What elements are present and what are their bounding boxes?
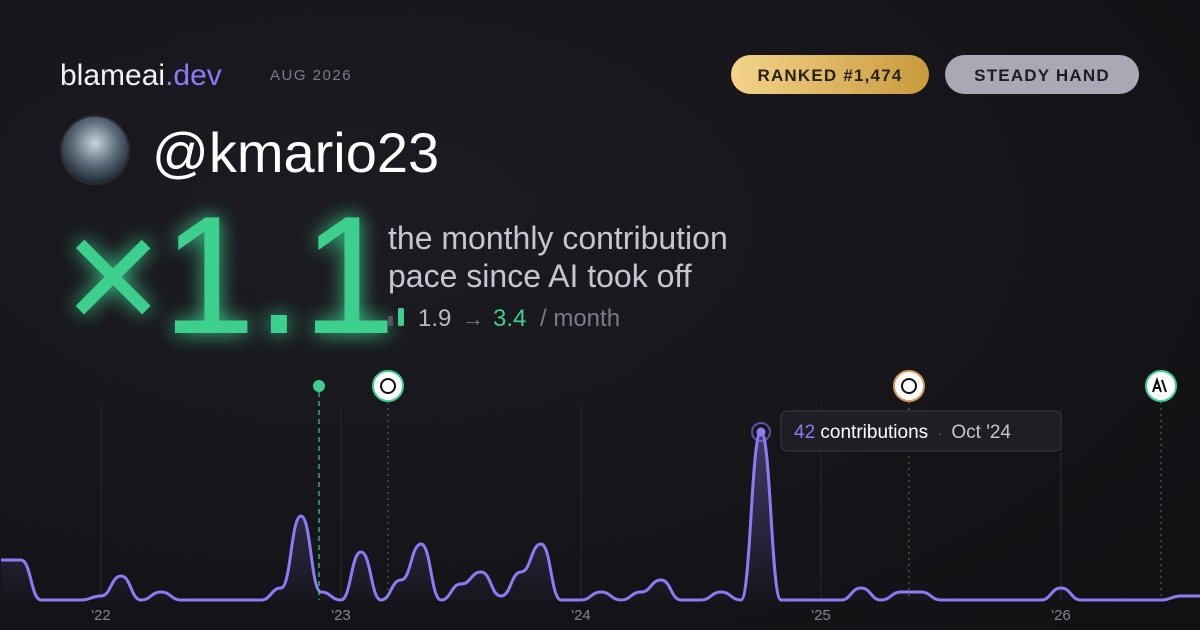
openai-glyph: [380, 378, 396, 394]
anthropic-glyph: [1152, 376, 1167, 393]
x-tick-label: '24: [571, 607, 591, 624]
peak-halo: [751, 422, 771, 442]
arrow: →: [462, 306, 484, 331]
event-dot: [313, 380, 325, 392]
avatar: [60, 115, 130, 185]
rank-badge-text: RANKED #1,474: [757, 66, 902, 85]
brand: blameai.dev: [60, 59, 222, 92]
before-value: 1.9: [418, 305, 451, 332]
tooltip-text: 42 contributions · Oct '24: [794, 422, 1011, 443]
handle: @kmario23: [152, 121, 439, 184]
chart: '22 '23 '24 '25 '26: [1, 405, 1200, 624]
x-tick-label: '23: [331, 607, 351, 624]
openai-icon: [372, 370, 404, 402]
unit: / month: [540, 305, 620, 332]
multiplier: ×1.1: [64, 181, 396, 369]
style-badge: [945, 55, 1139, 94]
before-icon: [388, 316, 393, 326]
tooltip-label: contributions: [820, 422, 928, 443]
x-tick-label: '26: [1051, 607, 1071, 624]
after-icon: [398, 308, 404, 326]
line: [1, 430, 1200, 602]
style-badge-text: STEADY HAND: [974, 66, 1110, 85]
x-tick-label: '22: [91, 607, 111, 624]
anthropic-icon: [1145, 370, 1177, 402]
date: AUG 2026: [270, 67, 352, 84]
openai-glyph: [901, 378, 917, 394]
openai-icon: [893, 370, 925, 402]
rank-badge: [731, 55, 929, 94]
after-value: 3.4: [493, 305, 526, 332]
tooltip-value: 42: [794, 422, 815, 443]
tooltip: 42 contributions · Oct '24: [780, 410, 1062, 452]
tooltip-date: Oct '24: [951, 422, 1011, 443]
caption-line: pace since AI took off: [388, 258, 692, 294]
tooltip-separator: ·: [937, 425, 942, 441]
peak-point: [756, 427, 766, 437]
x-tick-label: '25: [811, 607, 831, 624]
brand-tld: .dev: [165, 59, 222, 92]
brand-name: blameai: [60, 59, 165, 92]
tooltip-box: [780, 410, 1062, 452]
caption-line: the monthly contribution: [388, 220, 728, 256]
area: [1, 432, 1200, 601]
